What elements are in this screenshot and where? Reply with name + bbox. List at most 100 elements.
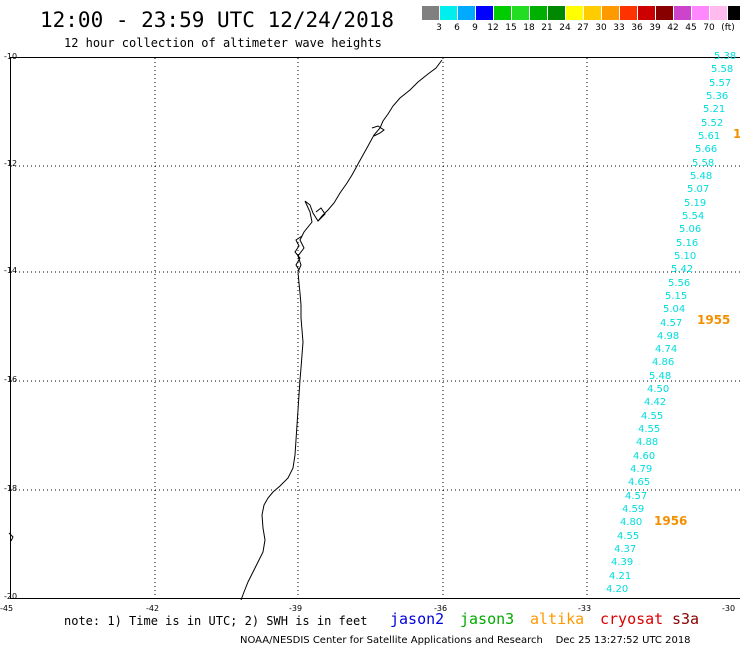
legend-label: 39 [649,23,661,33]
swh-value: 4.55 [617,531,640,542]
swh-value: 5.56 [668,278,691,289]
legend-swatch [512,6,529,20]
swh-value: 5.06 [679,224,702,235]
swh-value: 5.10 [674,251,697,262]
legend-swatch [710,6,727,20]
swh-value: 5.58 [711,64,734,75]
swh-value: 5.52 [701,118,724,129]
swh-value: 5.61 [698,131,721,142]
lon-label: -36 [434,604,448,613]
swh-value: 4.60 [633,451,656,462]
note-text: note: 1) Time is in UTC; 2) SWH is in fe… [64,614,368,628]
legend-swatch [656,6,673,20]
lon-label: -33 [578,604,592,613]
swh-value: 5.54 [682,211,705,222]
swh-value: 4.20 [606,584,629,595]
lon-label: -30 [722,604,736,613]
swh-value: 4.42 [644,397,667,408]
legend-swatch [728,6,740,20]
legend-label: 36 [631,23,643,33]
legend-swatch [458,6,475,20]
lat-label: -12 [4,159,18,168]
lat-label: -10 [4,52,18,61]
legend-label: 3 [436,23,442,33]
map-frame [10,57,740,599]
legend-swatch [620,6,637,20]
legend-swatch [494,6,511,20]
color-legend: 3 6 9 12 15 18 21 24 27 30 33 36 39 42 4… [422,6,740,36]
swh-value: 4.65 [628,477,651,488]
swh-value: 5.07 [687,184,710,195]
legend-swatch [602,6,619,20]
swh-value: 4.21 [609,571,632,582]
legend-swatch [476,6,493,20]
legend-label: (ft) [721,23,735,33]
swh-value: 4.57 [625,491,648,502]
map-subtitle: 12 hour collection of altimeter wave hei… [64,36,382,50]
swh-value: 5.04 [663,304,686,315]
legend-swatch [584,6,601,20]
legend-swatch [440,6,457,20]
swh-value: 4.57 [660,318,683,329]
satellite-cryosat: cryosat [600,610,664,628]
legend-label: 21 [541,23,553,33]
pass-label: 1 [733,127,740,141]
swh-value: 4.37 [614,544,637,555]
legend-swatch [638,6,655,20]
credit-line: NOAA/NESDIS Center for Satellite Applica… [240,635,691,646]
legend-label: 27 [577,23,589,33]
lat-label: -20 [4,592,18,601]
legend-label: 70 [703,23,715,33]
legend-swatch [422,6,439,20]
swh-value: 5.36 [706,91,729,102]
swh-value: 4.88 [636,437,659,448]
swh-value: 4.98 [657,331,680,342]
legend-swatch [692,6,709,20]
swh-value: 5.38 [714,51,737,62]
legend-swatch [674,6,691,20]
swh-value: 5.15 [665,291,688,302]
legend-swatch [530,6,547,20]
swh-value: 5.48 [690,171,713,182]
legend-label: 42 [667,23,679,33]
pass-label: 1956 [654,514,688,528]
coastline-inlet [294,125,385,271]
swh-value: 5.16 [676,238,699,249]
island-marker [8,532,14,542]
swh-value: 4.79 [630,464,653,475]
map-title: 12:00 - 23:59 UTC 12/24/2018 [40,8,395,32]
swh-value: 5.58 [692,158,715,169]
lon-label: -42 [146,604,160,613]
legend-label: 9 [472,23,478,33]
swh-value: 4.55 [641,411,664,422]
swh-value: 5.66 [695,144,718,155]
legend-label: 6 [454,23,460,33]
swh-value: 5.57 [709,78,732,89]
swh-value: 5.21 [703,104,726,115]
swh-value: 5.42 [671,264,694,275]
coastline [240,59,443,601]
swh-value: 4.86 [652,357,675,368]
legend-label: 15 [505,23,517,33]
lat-label: -18 [4,484,18,493]
swh-value: 4.55 [638,424,661,435]
legend-swatch [548,6,565,20]
satellite-jason3: jason3 [460,610,515,628]
swh-value: 5.48 [649,371,672,382]
lat-label: -14 [4,266,18,275]
swh-value: 4.39 [611,557,634,568]
satellite-s3a: s3a [672,610,700,628]
legend-label: 30 [595,23,607,33]
satellite-altika: altika [530,610,585,628]
swh-value: 4.74 [655,344,678,355]
swh-value: 4.50 [647,384,670,395]
legend-label: 45 [685,23,697,33]
lon-label: -39 [289,604,303,613]
swh-value: 4.80 [620,517,643,528]
pass-label: 1955 [697,313,731,327]
legend-label: 24 [559,23,571,33]
lat-label: -16 [4,375,18,384]
legend-swatch [566,6,583,20]
legend-label: 33 [613,23,625,33]
